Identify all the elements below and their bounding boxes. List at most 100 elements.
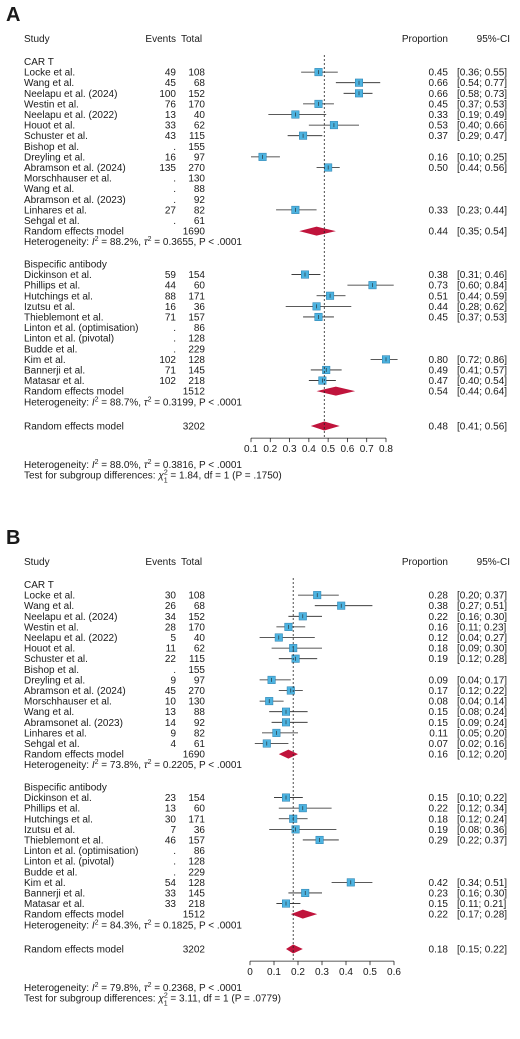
study-name: Abramsonet al. (2023): [24, 718, 123, 729]
study-proportion: 0.66: [429, 78, 449, 89]
study-name: Dreyling et al.: [24, 152, 85, 163]
study-name: Locke et al.: [24, 591, 75, 602]
study-total: 128: [188, 355, 205, 366]
study-total: 115: [189, 131, 205, 142]
subgroup-title: Bispecific antibody: [24, 782, 107, 793]
study-name: Schuster et al.: [24, 654, 88, 665]
study-total: 82: [194, 205, 206, 216]
study-name: Locke et al.: [24, 68, 75, 79]
study-proportion: 0.51: [429, 291, 449, 302]
study-ci: [0.41; 0.57]: [457, 365, 507, 376]
study-events: 102: [159, 376, 176, 387]
study-events: .: [173, 323, 176, 334]
x-tick-label: 0.4: [302, 444, 316, 455]
study-proportion: 0.15: [429, 718, 449, 729]
overall-heterogeneity: Heterogeneity: I2 = 88.0%, τ2 = 0.3816, …: [24, 459, 242, 471]
subgroup-pooled-diamond: [278, 749, 298, 759]
study-ci: [0.05; 0.20]: [457, 728, 507, 739]
study-name: Hutchings et al.: [24, 291, 93, 302]
study-events: 100: [159, 89, 176, 100]
panel-a-label: A: [6, 4, 21, 26]
study-total: 157: [188, 312, 205, 323]
study-ci: [0.12; 0.28]: [457, 654, 507, 665]
subgroup-pooled-ci: [0.17; 0.28]: [457, 910, 507, 921]
study-name: Dreyling et al.: [24, 675, 85, 686]
study-name: Dickinson et al.: [24, 793, 92, 804]
study-proportion: 0.29: [429, 835, 449, 846]
subgroup-test: Test for subgroup differences: χ2 1 = 3.1…: [24, 993, 281, 1008]
x-tick-label: 0.4: [339, 967, 353, 978]
study-proportion: 0.17: [429, 686, 449, 697]
study-events: 7: [170, 825, 176, 836]
study-name: Budde et al.: [24, 344, 77, 355]
study-name: Schuster et al.: [24, 131, 88, 142]
study-total: 128: [188, 334, 205, 345]
study-ci: [0.10; 0.22]: [457, 793, 507, 804]
study-ci: [0.29; 0.47]: [457, 131, 507, 142]
study-name: Izutsu et al.: [24, 825, 75, 836]
subgroup-heterogeneity: Heterogeneity: I2 = 88.2%, τ2 = 0.3655, …: [24, 236, 242, 248]
study-proportion: 0.66: [429, 89, 449, 100]
subgroup-pooled-label: Random effects model: [24, 750, 124, 761]
study-total: 68: [194, 78, 206, 89]
study-ci: [0.54; 0.77]: [457, 78, 507, 89]
study-name: Wang et al.: [24, 601, 74, 612]
study-events: 45: [165, 78, 177, 89]
study-ci: [0.04; 0.17]: [457, 675, 507, 686]
header-events: Events: [145, 34, 176, 45]
study-name: Matasar et al.: [24, 899, 85, 910]
study-ci: [0.72; 0.86]: [457, 355, 507, 366]
study-total: 92: [194, 195, 206, 206]
study-name: Linhares et al.: [24, 205, 87, 216]
study-name: Morschhauser et al.: [24, 174, 112, 185]
study-total: 270: [188, 163, 205, 174]
study-name: Wang et al.: [24, 78, 74, 89]
study-name: Thieblemont et al.: [24, 835, 104, 846]
study-name: Phillips et al.: [24, 804, 80, 815]
study-name: Westin et al.: [24, 99, 79, 110]
study-total: 170: [188, 622, 205, 633]
study-events: 23: [165, 793, 177, 804]
study-events: 28: [165, 622, 177, 633]
study-total: 145: [188, 365, 205, 376]
subgroup-pooled-total: 1690: [183, 750, 206, 761]
study-ci: [0.34; 0.51]: [457, 878, 507, 889]
study-name: Abramson et al. (2024): [24, 163, 126, 174]
study-total: 62: [194, 121, 206, 132]
study-events: 30: [165, 814, 177, 825]
study-name: Bannerji et al.: [24, 365, 85, 376]
header-ci: 95%-CI: [477, 557, 510, 568]
study-proportion: 0.22: [429, 612, 449, 623]
study-total: 92: [194, 718, 206, 729]
study-proportion: 0.19: [429, 654, 449, 665]
study-events: 43: [165, 131, 177, 142]
study-total: 88: [194, 184, 206, 195]
study-events: .: [173, 216, 176, 227]
subgroup-pooled-ci: [0.44; 0.64]: [457, 387, 507, 398]
study-name: Houot et al.: [24, 121, 75, 132]
study-name: Wang et al.: [24, 707, 74, 718]
study-proportion: 0.15: [429, 899, 449, 910]
study-proportion: 0.28: [429, 591, 449, 602]
study-total: 86: [194, 323, 206, 334]
study-total: 229: [188, 867, 205, 878]
study-ci: [0.60; 0.84]: [457, 281, 507, 292]
x-tick-label: 0.1: [244, 444, 258, 455]
subgroup-pooled-diamond: [290, 909, 318, 919]
study-ci: [0.28; 0.62]: [457, 302, 507, 313]
study-total: 61: [194, 739, 206, 750]
study-name: Abramson et al. (2023): [24, 195, 126, 206]
study-total: 229: [188, 344, 205, 355]
study-total: 115: [189, 654, 205, 665]
subgroup-heterogeneity: Heterogeneity: I2 = 84.3%, τ2 = 0.1825, …: [24, 919, 242, 931]
study-name: Izutsu et al.: [24, 302, 75, 313]
subgroup-pooled-label: Random effects model: [24, 387, 124, 398]
study-ci: [0.04; 0.27]: [457, 633, 507, 644]
study-proportion: 0.47: [429, 376, 449, 387]
study-name: Abramson et al. (2024): [24, 686, 126, 697]
overall-pooled-label: Random effects model: [24, 945, 124, 956]
header-ci: 95%-CI: [477, 34, 510, 45]
study-ci: [0.09; 0.30]: [457, 644, 507, 655]
subgroup-heterogeneity: Heterogeneity: I2 = 73.8%, τ2 = 0.2205, …: [24, 759, 242, 771]
study-total: 86: [194, 846, 206, 857]
